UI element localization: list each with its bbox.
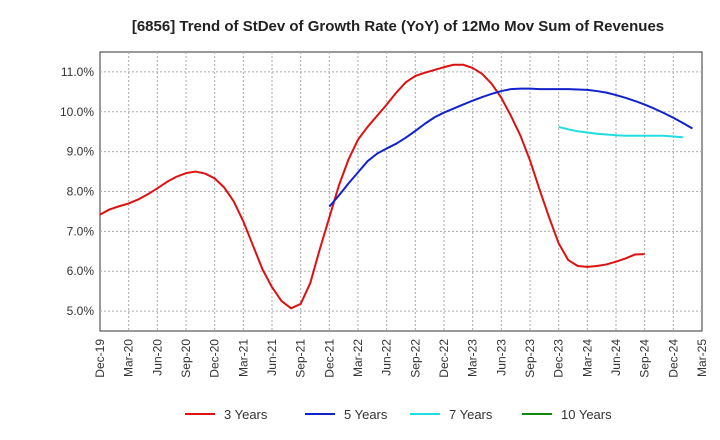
series-line-2 [558,125,683,139]
legend-label: 3 Years [224,407,268,422]
legend-label: 5 Years [344,407,388,422]
x-tick-label: Sep-23 [523,339,537,378]
y-tick-label: 5.0% [67,304,95,318]
x-tick-label: Dec-19 [93,339,107,378]
y-tick-label: 11.0% [61,65,94,79]
x-tick-label: Jun-20 [150,339,164,376]
series-line-0 [99,63,645,310]
y-tick-label: 6.0% [67,264,95,278]
plot-area [99,51,703,332]
series-line-1 [328,87,693,208]
x-tick-label: Jun-21 [265,339,279,376]
x-tick-label: Dec-23 [552,339,566,378]
x-tick-label: Jun-24 [609,339,623,376]
y-tick-label: 8.0% [67,185,95,199]
x-tick-label: Mar-24 [580,339,594,377]
x-tick-label: Dec-21 [322,339,336,378]
x-tick-label: Sep-20 [179,339,193,378]
x-tick-label: Dec-20 [208,339,222,378]
x-tick-label: Mar-25 [695,339,709,377]
x-tick-label: Mar-22 [351,339,365,377]
legend-label: 7 Years [449,407,493,422]
x-tick-label: Jun-23 [494,339,508,376]
legend: 3 Years 5 Years 7 Years 10 Years [185,407,612,422]
y-tick-label: 9.0% [67,145,95,159]
x-tick-label: Dec-24 [666,339,680,378]
x-tick-label: Sep-21 [294,339,308,378]
x-tick-label: Dec-22 [437,339,451,378]
x-tick-label: Mar-23 [466,339,480,377]
x-tick-label: Mar-20 [122,339,136,377]
x-tick-label: Mar-21 [236,339,250,377]
x-axis: Dec-19 Mar-20 Jun-20 Sep-20 Dec-20 Mar-21 Jun-… [93,339,709,378]
x-tick-label: Jun-22 [380,339,394,376]
y-tick-label: 7.0% [67,224,95,238]
x-tick-label: Sep-24 [638,339,652,378]
y-tick-label: 10.0% [60,105,94,119]
y-axis: 5.0% 6.0% 7.0% 8.0% 9.0% 10.0% 11.0% [60,65,94,318]
series-lines [99,63,693,310]
legend-label: 10 Years [561,407,612,422]
chart-title: [6856] Trend of StDev of Growth Rate (Yo… [132,18,664,35]
x-tick-label: Sep-22 [408,339,422,378]
